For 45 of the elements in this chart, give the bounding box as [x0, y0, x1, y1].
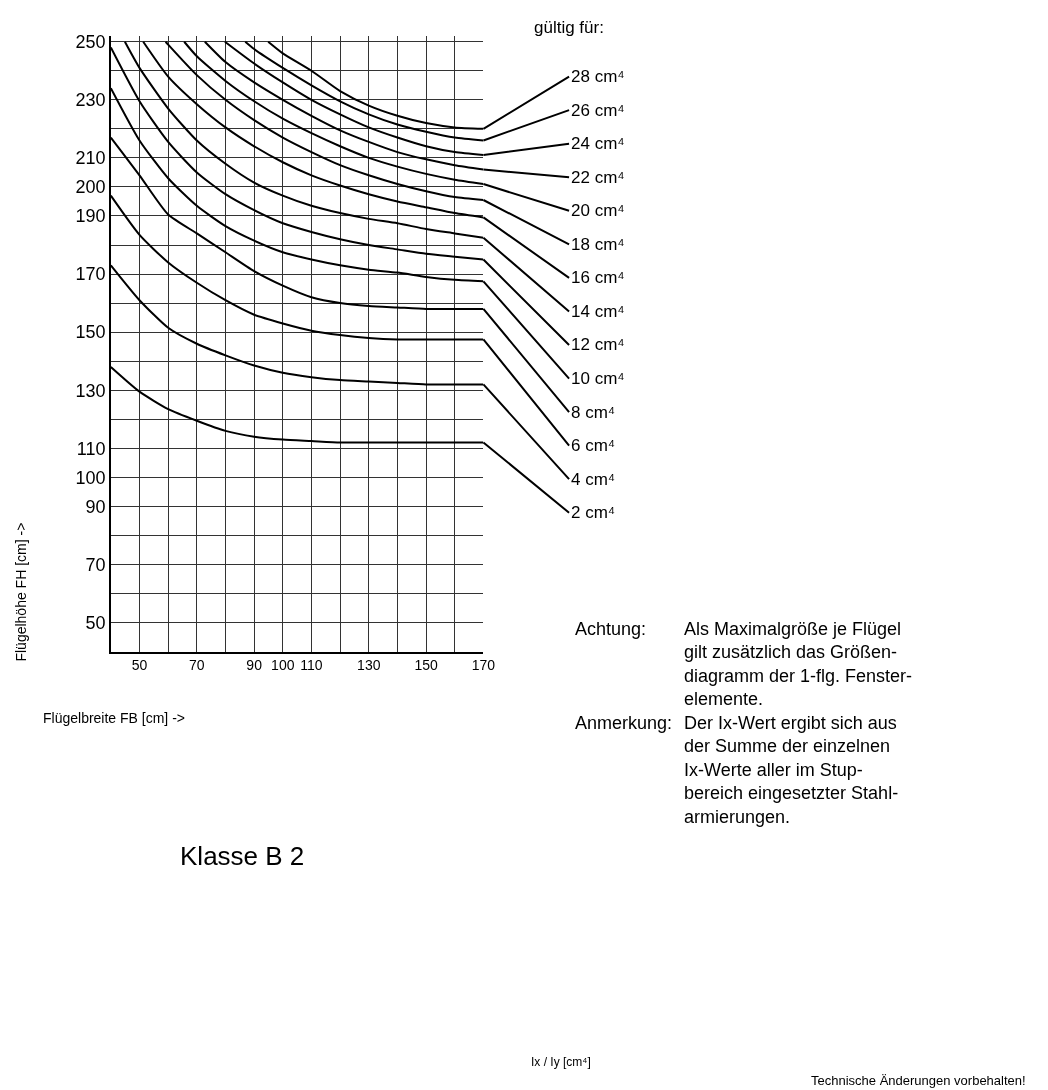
x-tick-label: 70 [189, 657, 205, 674]
y-tick-label: 50 [85, 612, 106, 633]
y-tick-label: 170 [75, 264, 106, 285]
text: 12 cm⁴ [571, 335, 625, 354]
text: 24 cm⁴ [571, 134, 625, 153]
x-tick-label: 90 [246, 657, 263, 674]
text: 14 cm⁴ [571, 302, 625, 321]
y-tick-label: 70 [85, 554, 106, 575]
text: 10 cm⁴ [571, 369, 625, 388]
text: 6 cm⁴ [571, 436, 616, 455]
text: Ix / Iy [cm⁴] [531, 1055, 591, 1069]
text: Anmerkung: [575, 713, 673, 733]
y-tick-label: 200 [75, 177, 106, 198]
y-tick-label: 210 [75, 148, 106, 169]
y-tick-label: 110 [76, 438, 106, 459]
y-tick-label: 90 [85, 496, 106, 517]
y-tick-label: 250 [75, 32, 106, 53]
y-tick-label: 190 [75, 206, 106, 227]
text: 22 cm⁴ [571, 168, 625, 187]
text: 4 cm⁴ [571, 470, 616, 489]
y-tick-label: 100 [75, 467, 106, 488]
x-tick-label: 150 [414, 657, 438, 674]
text: Als Maximalgröße je Flügel gilt zusätzlich das Größen- diagramm der 1-flg. Fenster- elemente. [684, 619, 913, 710]
text: 18 cm⁴ [571, 235, 625, 254]
text: gültig für: [534, 18, 604, 37]
text: Achtung: [575, 619, 647, 639]
y-axis-title: Flügelhöhe FH [cm] -> [12, 522, 29, 662]
text: Technische Änderungen vorbehalten! [811, 1073, 1026, 1088]
text: Klasse B 2 [180, 840, 305, 871]
text: 8 cm⁴ [571, 403, 616, 422]
y-tick-label: 150 [75, 322, 106, 343]
text: 28 cm⁴ [571, 67, 625, 86]
y-tick-label: 130 [75, 380, 106, 401]
x-tick-label: 50 [131, 657, 148, 674]
x-tick-label: 170 [471, 657, 496, 674]
x-tick-label: 100 [271, 657, 295, 674]
x-tick-label: 110 [300, 657, 323, 674]
text: Der Ix-Wert ergibt sich aus der Summe der einzelnen Ix-Werte aller im Stup- bereich eingesetzter Stahl- armierungen. [684, 713, 899, 827]
text: 16 cm⁴ [571, 268, 625, 287]
text: 2 cm⁴ [571, 503, 616, 522]
y-tick-label: 230 [75, 90, 106, 111]
text: 26 cm⁴ [571, 101, 625, 120]
x-tick-label: 130 [357, 657, 381, 674]
text: 20 cm⁴ [571, 201, 625, 220]
x-axis-title: Flügelbreite FB [cm] -> [43, 710, 185, 726]
